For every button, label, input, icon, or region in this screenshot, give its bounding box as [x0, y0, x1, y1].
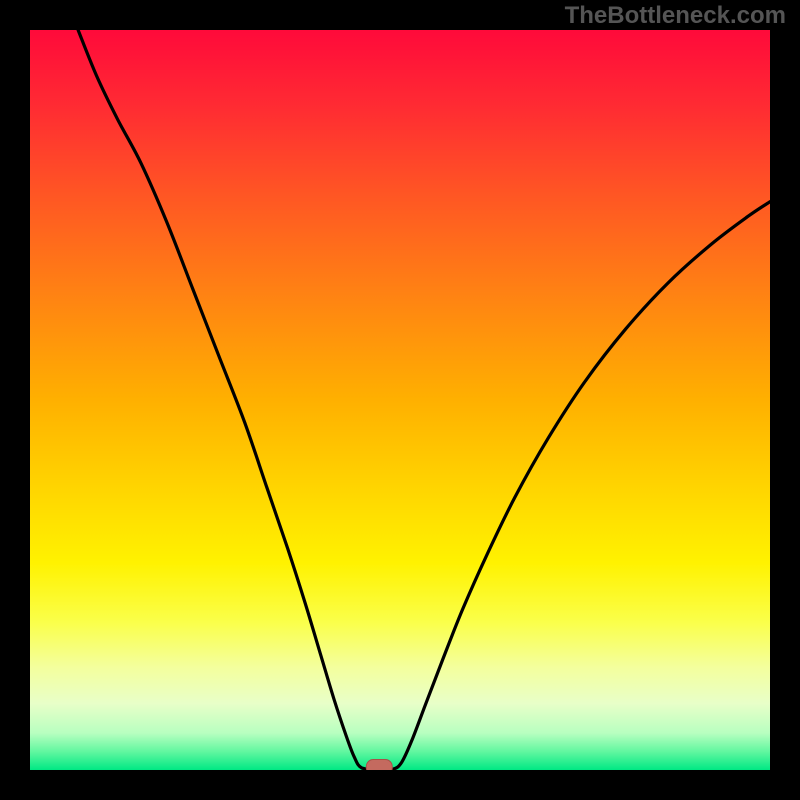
chart-frame: TheBottleneck.com [0, 0, 800, 800]
plot-svg [30, 30, 770, 770]
gradient-background [30, 30, 770, 770]
optimal-marker [366, 760, 392, 770]
plot-area [30, 30, 770, 770]
watermark-text: TheBottleneck.com [565, 2, 786, 30]
